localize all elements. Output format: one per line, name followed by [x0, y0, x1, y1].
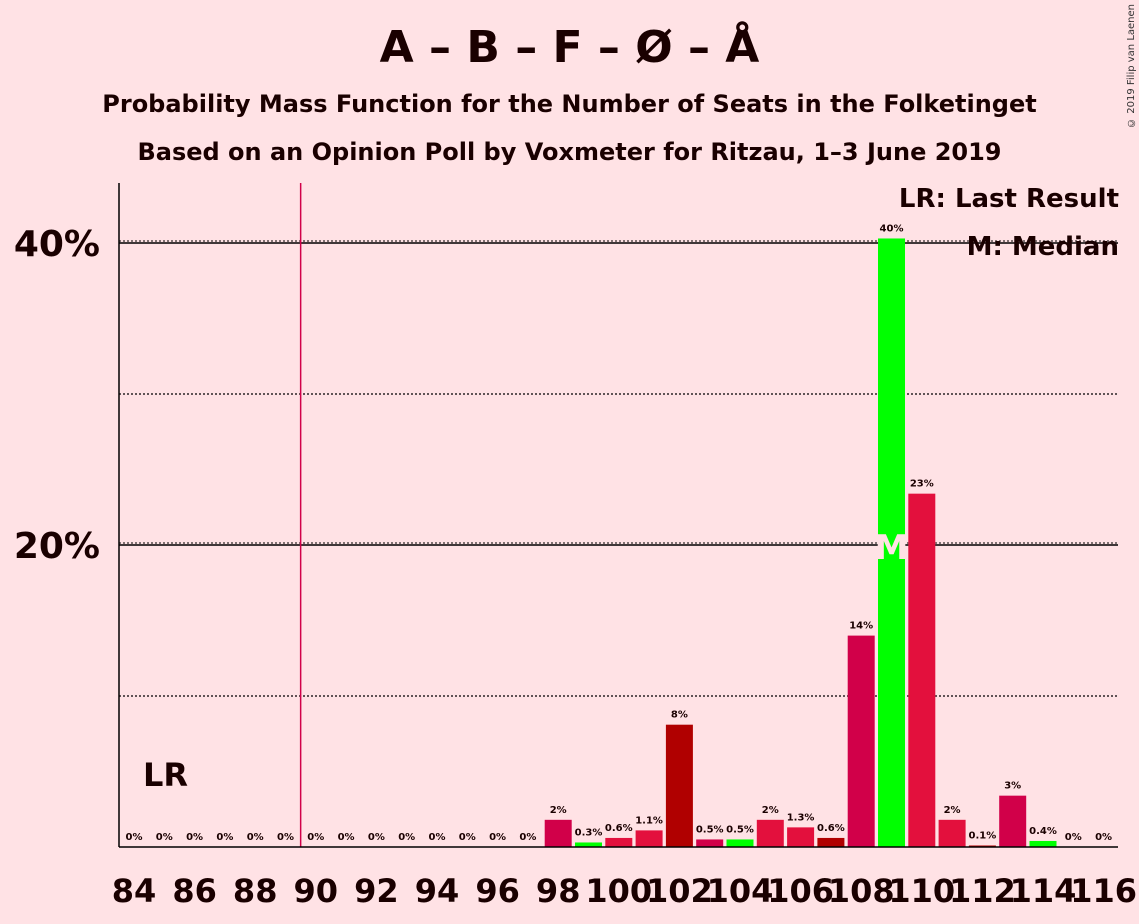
- x-tick-label: 88: [233, 872, 278, 910]
- legend-median: M: Median: [966, 232, 1119, 262]
- data-label-seat-108: 14%: [849, 621, 873, 632]
- bar-seat-105: [756, 819, 784, 847]
- data-label-seat-84: 0%: [126, 832, 143, 843]
- data-label-seat-88: 0%: [247, 832, 264, 843]
- data-label-seat-85: 0%: [156, 832, 173, 843]
- y-tick-label: 20%: [14, 526, 100, 567]
- data-label-seat-113: 3%: [1004, 781, 1021, 792]
- data-label-seat-107: 0.6%: [817, 823, 845, 834]
- data-label-seat-91: 0%: [338, 832, 355, 843]
- data-label-seat-86: 0%: [186, 832, 203, 843]
- data-label-seat-87: 0%: [216, 832, 233, 843]
- data-label-seat-104: 0.5%: [726, 824, 754, 835]
- bars: 0% 0% 0% 0% 0% 0% 0% 0% 0% 0% 0% 0% 0% 0%2%0.3% 0.6%1.…: [126, 223, 1112, 848]
- data-label-seat-98: 2%: [550, 805, 567, 816]
- data-label-seat-101: 1.1%: [635, 815, 663, 826]
- legend-last-result: LR: Last Result: [898, 184, 1119, 214]
- bar-seat-103: [696, 839, 724, 847]
- bar-seat-112: [968, 845, 996, 847]
- x-tick-label: 84: [112, 872, 157, 910]
- data-label-seat-111: 2%: [944, 805, 961, 816]
- chart-subtitle-poll: Based on an Opinion Poll by Voxmeter for…: [137, 138, 1002, 166]
- x-tick-label: 110: [888, 872, 955, 910]
- data-label-seat-116: 0%: [1095, 832, 1112, 843]
- data-label-seat-114: 0.4%: [1029, 826, 1057, 837]
- x-tick-label: 94: [415, 872, 460, 910]
- chart-title: A – B – F – Ø – Å: [379, 22, 760, 73]
- data-label-seat-92: 0%: [368, 832, 385, 843]
- x-tick-label: 92: [354, 872, 399, 910]
- gridlines: [119, 240, 1118, 697]
- data-label-seat-93: 0%: [398, 832, 415, 843]
- y-tick-label: 40%: [14, 224, 100, 265]
- bar-seat-102: [665, 724, 693, 847]
- bar-seat-109: [878, 238, 905, 848]
- data-label-seat-109: 40%: [880, 223, 904, 234]
- bar-seat-100: [605, 837, 633, 847]
- x-tick-label: 90: [294, 872, 339, 910]
- data-label-seat-112: 0.1%: [969, 830, 997, 841]
- data-label-seat-94: 0%: [429, 832, 446, 843]
- x-tick-label: 116: [1070, 872, 1137, 910]
- data-label-seat-96: 0%: [489, 832, 506, 843]
- x-tick-label: 108: [828, 872, 895, 910]
- data-label-seat-89: 0%: [277, 832, 294, 843]
- last-result-label: LR: [143, 756, 188, 794]
- data-label-seat-106: 1.3%: [787, 812, 815, 823]
- x-tick-label: 112: [949, 872, 1016, 910]
- bar-seat-101: [635, 830, 663, 847]
- bar-seat-113: [999, 795, 1027, 847]
- data-label-seat-102: 8%: [671, 710, 688, 721]
- bar-seat-108: [847, 635, 875, 847]
- bar-seat-99: [575, 842, 602, 847]
- data-label-seat-105: 2%: [762, 805, 779, 816]
- bar-seat-98: [544, 819, 572, 847]
- bar-seat-110: [908, 493, 936, 847]
- bar-seat-107: [817, 837, 845, 847]
- data-label-seat-103: 0.5%: [696, 824, 724, 835]
- x-tick-label: 98: [536, 872, 581, 910]
- chart-subtitle: Probability Mass Function for the Number…: [102, 90, 1037, 118]
- data-label-seat-115: 0%: [1065, 832, 1082, 843]
- x-tick-label: 114: [1010, 872, 1077, 910]
- bar-seat-104: [726, 839, 754, 847]
- x-tick-label: 96: [475, 872, 520, 910]
- median-marker: M: [875, 528, 909, 568]
- data-label-seat-90: 0%: [307, 832, 324, 843]
- x-tick-label: 102: [646, 872, 713, 910]
- data-label-seat-95: 0%: [459, 832, 476, 843]
- data-label-seat-110: 23%: [910, 479, 934, 490]
- x-tick-label: 100: [585, 872, 652, 910]
- bar-seat-106: [787, 827, 815, 847]
- data-label-seat-100: 0.6%: [605, 823, 633, 834]
- data-label-seat-97: 0%: [519, 832, 536, 843]
- data-label-seat-99: 0.3%: [575, 827, 603, 838]
- x-tick-label: 106: [767, 872, 834, 910]
- bar-seat-114: [1029, 840, 1057, 847]
- x-tick-label: 104: [707, 872, 774, 910]
- x-tick-label: 86: [172, 872, 217, 910]
- bar-seat-111: [938, 819, 966, 847]
